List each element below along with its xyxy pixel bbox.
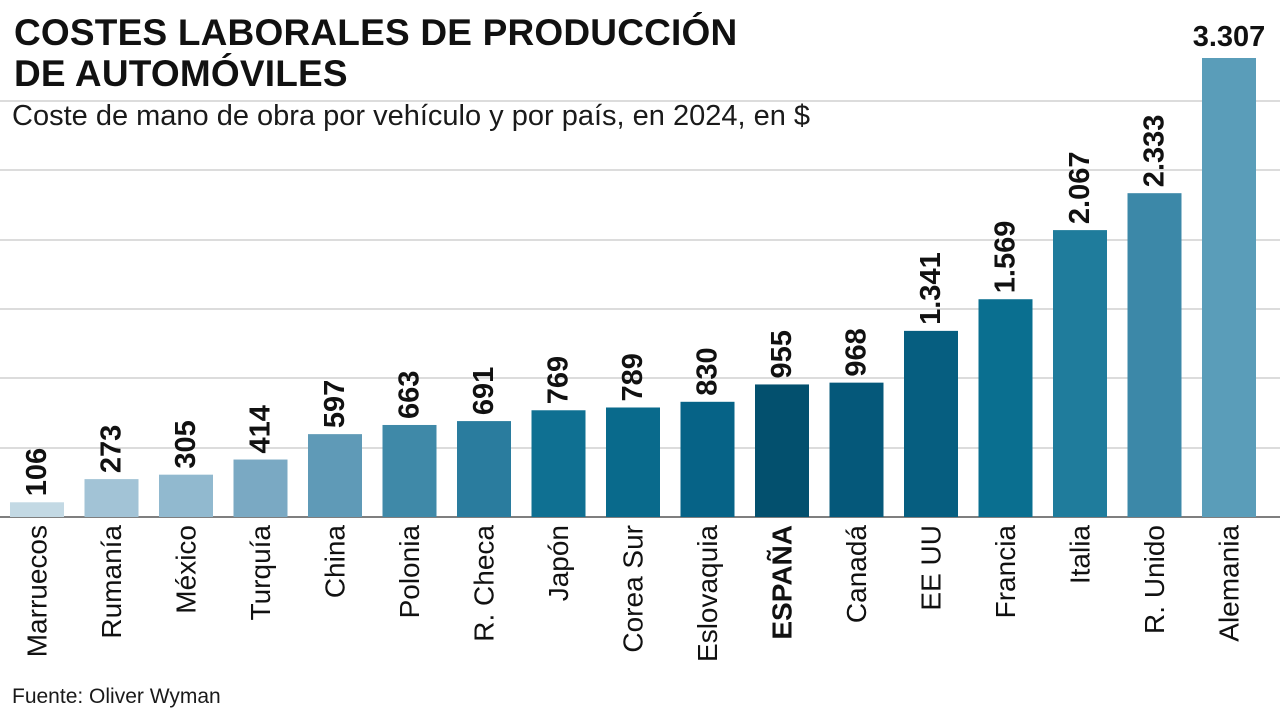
bar-españa xyxy=(755,384,809,517)
value-label: 597 xyxy=(319,380,351,428)
bar-marruecos xyxy=(10,502,64,517)
category-label: Corea Sur xyxy=(618,525,649,653)
bar-méxico xyxy=(159,474,213,517)
value-label: 968 xyxy=(841,328,873,376)
bar-r-checa xyxy=(457,421,511,517)
category-label: Alemania xyxy=(1214,525,1245,642)
bar-japón xyxy=(531,410,586,517)
value-label: 305 xyxy=(170,420,202,468)
value-labels: 106 273 305 414 597 663 691 769 789 830 955 968 1.34… xyxy=(21,21,1265,496)
value-label: 414 xyxy=(245,405,277,453)
bar-francia xyxy=(978,299,1033,517)
category-label: Eslovaquia xyxy=(692,525,723,662)
category-label: R. Checa xyxy=(469,525,500,642)
bar-rumanía xyxy=(84,479,139,517)
value-label: 3.307 xyxy=(1193,21,1266,53)
source-note: Fuente: Oliver Wyman xyxy=(12,685,221,708)
bar-ee-uu xyxy=(904,330,958,517)
chart-title: COSTES LABORALES DE PRODUCCIÓN DE AUTOMÓ… xyxy=(14,12,737,94)
category-label: Turquía xyxy=(245,525,276,621)
category-label: Japón xyxy=(543,525,574,601)
bar-canadá xyxy=(829,382,884,517)
category-label: China xyxy=(320,525,351,599)
value-label: 273 xyxy=(96,425,128,473)
value-label: 106 xyxy=(21,448,53,496)
category-label: Canadá xyxy=(841,525,872,624)
category-label: Rumanía xyxy=(96,525,127,639)
bar-corea-sur xyxy=(606,407,660,517)
category-label: R. Unido xyxy=(1139,525,1170,634)
category-label: ESPAÑA xyxy=(767,525,798,640)
chart-title-line2: DE AUTOMÓVILES xyxy=(14,53,348,94)
bar-r-unido xyxy=(1127,193,1182,517)
category-label: Polonia xyxy=(394,525,425,619)
value-label: 955 xyxy=(766,330,798,378)
category-label: Marruecos xyxy=(22,525,53,657)
chart-subtitle: Coste de mano de obra por vehículo y por… xyxy=(12,100,811,132)
bar-italia xyxy=(1053,230,1107,517)
value-label: 789 xyxy=(617,353,649,401)
category-label: Italia xyxy=(1065,525,1096,585)
value-label: 1.341 xyxy=(915,252,947,325)
chart-title-line1: COSTES LABORALES DE PRODUCCIÓN xyxy=(14,12,738,53)
category-labels: Marruecos Rumanía México Turquía China Poloni… xyxy=(22,525,1245,662)
value-label: 691 xyxy=(468,367,500,415)
category-label: EE UU xyxy=(916,525,947,611)
bars xyxy=(10,58,1256,517)
bar-turquía xyxy=(233,459,288,517)
bar-polonia xyxy=(382,424,437,517)
value-label: 2.333 xyxy=(1139,115,1171,188)
value-label: 2.067 xyxy=(1064,152,1096,225)
value-label: 830 xyxy=(692,347,724,395)
bar-eslovaquia xyxy=(680,401,735,517)
bar-china xyxy=(308,434,362,517)
value-label: 663 xyxy=(394,371,426,419)
category-label: Francia xyxy=(990,525,1021,619)
value-label: 769 xyxy=(543,356,575,404)
value-label: 1.569 xyxy=(990,221,1022,294)
category-label: México xyxy=(171,525,202,614)
bar-alemania xyxy=(1202,58,1256,517)
